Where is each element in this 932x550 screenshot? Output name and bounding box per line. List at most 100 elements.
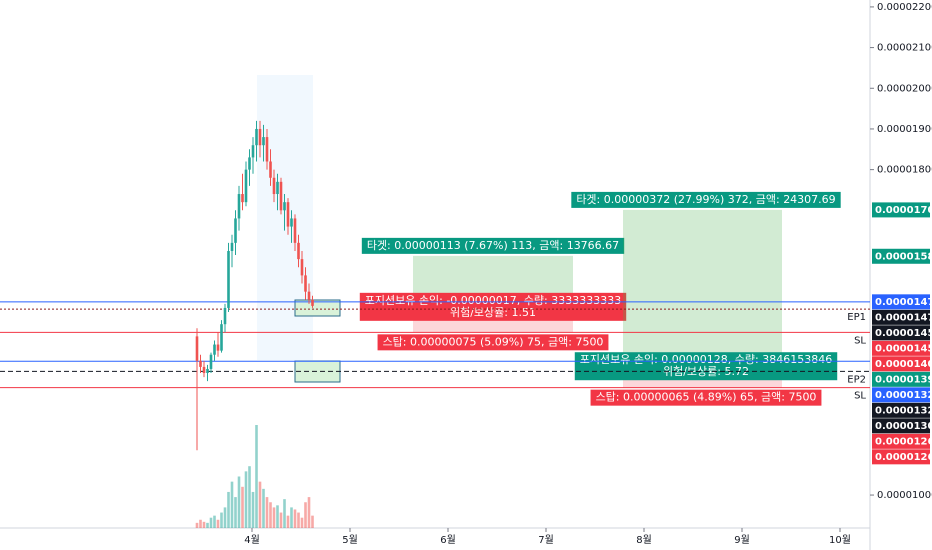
x-tick-label: 4월 <box>244 534 260 546</box>
price-label: 0.00001587 <box>875 251 932 262</box>
y-tick-label: 0.00001900 <box>877 124 932 135</box>
volume-bar <box>206 522 209 528</box>
volume-bar <box>248 466 251 528</box>
price-label-bg <box>872 449 930 465</box>
candle-body <box>293 218 297 243</box>
info-label-bg <box>574 352 838 381</box>
price-label-bg <box>872 371 930 387</box>
price-label-bg <box>872 356 930 372</box>
price-label: 0.00001264 <box>875 452 932 463</box>
x-tick-label: 5월 <box>342 534 358 546</box>
candle-body <box>202 366 206 374</box>
volume-bar <box>286 515 290 528</box>
price-label: 0.00001329 <box>875 390 932 401</box>
volume-bar <box>279 512 283 528</box>
candle-body <box>276 181 279 195</box>
volume-bar <box>258 481 262 528</box>
volume-bar <box>255 425 258 528</box>
candle-body <box>216 344 220 351</box>
volume-bar <box>227 491 230 528</box>
stop-label-bg <box>377 334 609 351</box>
price-label-bg <box>872 202 930 218</box>
price-line-label: SL <box>854 391 866 402</box>
target-label: 타겟: 0.00000372 (27.99%) 372, 금액: 24307.6… <box>576 193 835 206</box>
candle-body <box>272 177 276 195</box>
volume-bar <box>230 481 234 528</box>
price-line-label: SL <box>854 335 866 346</box>
volume-bar <box>297 512 300 528</box>
candle-body <box>300 259 304 276</box>
volume-bar <box>290 507 293 528</box>
candle-body <box>251 145 255 158</box>
y-tick-label: 0.00002000 <box>877 83 932 94</box>
candle-body <box>206 368 209 374</box>
price-line-label: EP1 <box>847 312 866 323</box>
candle-body <box>209 354 213 369</box>
price-label-bg <box>872 294 930 310</box>
x-tick-label: 10월 <box>829 534 851 546</box>
volume-bar <box>241 486 244 528</box>
candle-body <box>304 275 307 292</box>
target-label: 타겟: 0.00000113 (7.67%) 113, 금액: 13766.67 <box>367 239 619 252</box>
candle-body <box>237 194 241 219</box>
info-label-bg <box>359 292 627 321</box>
candle-body <box>248 157 251 170</box>
price-label: 0.00001701 <box>875 205 932 216</box>
price-label: 0.00001475 <box>875 297 932 308</box>
candle-body <box>279 181 283 211</box>
stop-label: 스탑: 0.00000075 (5.09%) 75, 금액: 7500 <box>383 335 604 348</box>
info-label: 포지션보유 손익: -0.00000017, 수량: 3333333333 <box>365 294 621 307</box>
price-label: 0.00001304 <box>875 421 932 432</box>
price-label: 0.00001399 <box>875 374 932 385</box>
candle-body <box>244 169 248 203</box>
volume-bar <box>293 509 297 528</box>
candle-body <box>220 324 223 351</box>
volume-bar <box>300 517 304 528</box>
entry-box <box>294 360 341 383</box>
stop-label: 스탑: 0.00000065 (4.89%) 65, 금액: 7500 <box>596 391 817 404</box>
candle-body <box>286 202 290 227</box>
candle-body <box>241 194 244 203</box>
volume-bar <box>237 476 241 528</box>
info-label: 위험/보상률: 1.51 <box>450 306 536 319</box>
price-label-bg <box>872 340 930 356</box>
info-label: 포지션보유 손익: 0.00000128, 수량: 3846153846 <box>580 353 832 366</box>
price-label: 0.00001263 <box>875 436 932 447</box>
volume-bar <box>216 519 220 528</box>
volume-bar <box>209 517 213 528</box>
y-tick-label: 0.00002200 <box>877 2 932 13</box>
volume-bar <box>307 497 311 528</box>
volume-bar <box>251 491 255 528</box>
price-label: 0.00001474 <box>875 312 932 323</box>
candle-body <box>223 307 227 325</box>
volume-bar <box>262 488 265 528</box>
stop-label-bg <box>590 389 822 406</box>
price-label-bg <box>872 433 930 449</box>
candle-body <box>255 128 258 146</box>
candle-body <box>283 202 286 211</box>
target-label-bg <box>361 237 625 254</box>
price-label: 0.00001457 <box>875 343 932 354</box>
candle-body <box>269 161 272 178</box>
candle-body <box>290 218 293 227</box>
volume-bar <box>311 515 314 528</box>
volume-bar <box>234 497 237 528</box>
x-tick-label: 8월 <box>636 534 652 546</box>
price-label-bg <box>872 325 930 341</box>
target-label-bg <box>571 191 841 208</box>
volume-bar <box>202 521 206 528</box>
candle-body <box>199 360 202 367</box>
volume-bar <box>276 505 279 528</box>
price-label-bg <box>872 418 930 434</box>
price-label-bg <box>872 309 930 325</box>
candle-body <box>258 128 262 146</box>
volume-bar <box>283 499 286 528</box>
candle-body <box>213 344 216 355</box>
price-line-label: EP2 <box>847 374 866 385</box>
volume-bar <box>223 507 227 528</box>
x-tick-label: 6월 <box>440 534 456 546</box>
candle-body <box>195 336 199 361</box>
volume-bar <box>265 497 269 528</box>
